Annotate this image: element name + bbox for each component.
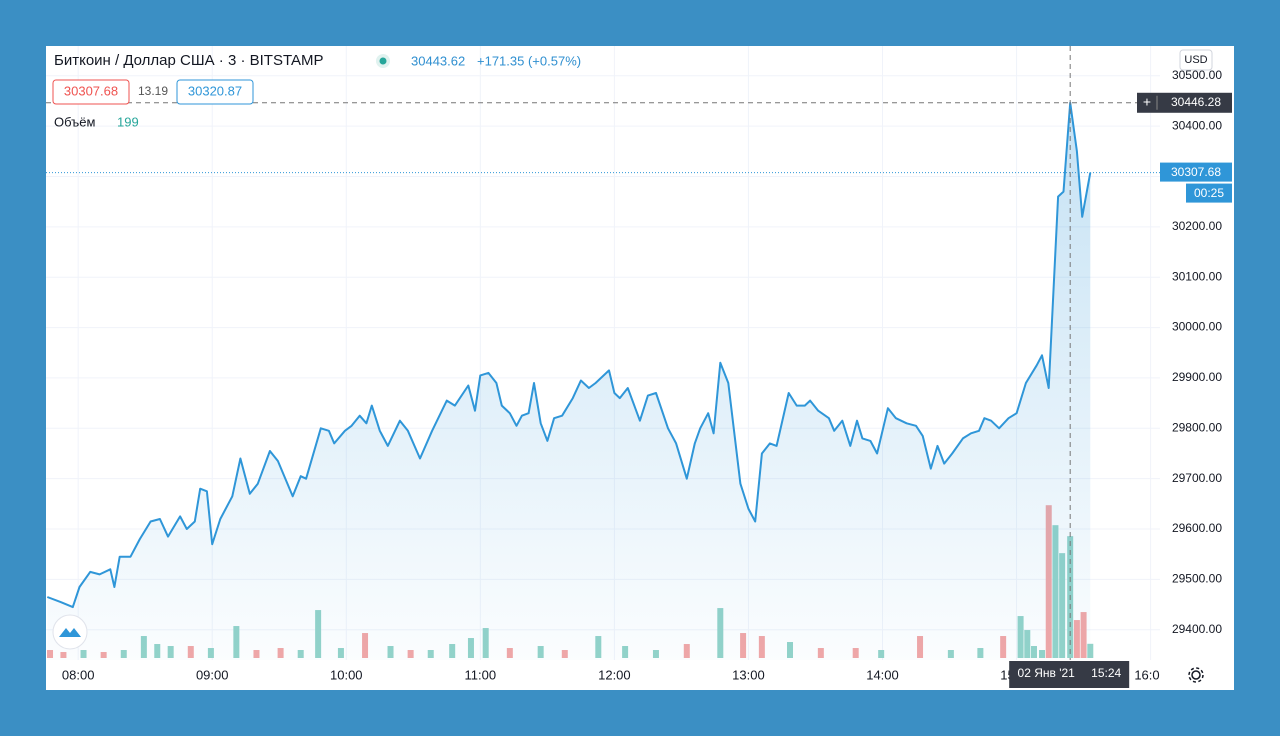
x-tick-label: 10:00 [330,667,363,682]
currency-button[interactable] [1179,49,1213,71]
y-tick-label: 30100.00 [1172,269,1222,283]
sell-price[interactable]: 30307.68 [64,83,118,98]
x-tick-label: 11:00 [465,667,497,682]
settings-icon[interactable] [1188,667,1204,683]
last-price-label: 30307.68 [1171,165,1221,179]
y-tick-label: 29400.00 [1172,622,1222,636]
crosshair-date: 02 Янв '21 [1018,666,1076,680]
y-tick-label: 30400.00 [1172,118,1222,132]
crosshair-time-box [1009,661,1130,688]
price-line [46,101,1092,609]
spread: 13.19 [138,84,168,98]
y-tick-label: 29800.00 [1172,420,1222,434]
buy-price[interactable]: 30320.87 [188,83,242,98]
sell-button[interactable] [52,79,130,105]
y-tick-label: 30200.00 [1172,219,1222,233]
chart-title: Биткоин / Доллар США · 3 · BITSTAMP [54,52,324,69]
status-dot [379,57,387,65]
crosshair-price: 30446.28 [1171,95,1221,109]
buy-button[interactable] [176,79,254,105]
quote-change: +171.35 (+0.57%) [477,53,581,68]
quote-close: 30443.62 [411,53,465,68]
logo-button[interactable] [52,614,88,650]
price-area [47,102,1091,660]
x-tick-label: 08:00 [62,667,95,682]
y-tick-label: 30000.00 [1172,320,1222,334]
x-tick-label: 16:00 [1134,667,1167,682]
y-tick-label: 30500.00 [1172,68,1222,82]
crosshair-plus: + [1143,93,1151,109]
x-tick-label: 09:00 [196,667,229,682]
y-tick-label: 29600.00 [1172,521,1222,535]
y-tick-label: 29900.00 [1172,370,1222,384]
currency[interactable]: USD [1184,54,1207,66]
last-price-box [1160,162,1232,182]
volume-label: Объём [54,114,95,129]
logo-icon [59,628,81,637]
x-tick-label: 14:00 [866,667,899,682]
crosshair-time: 15:24 [1091,666,1121,680]
countdown-box [1186,183,1232,203]
y-tick-label: 29700.00 [1172,471,1222,485]
crosshair-price-box [1137,92,1232,113]
countdown: 00:25 [1194,186,1224,200]
x-tick-label: 12:00 [598,667,631,682]
x-tick-label: 13:00 [732,667,765,682]
y-tick-label: 29500.00 [1172,572,1222,586]
volume-value: 199 [117,114,139,129]
